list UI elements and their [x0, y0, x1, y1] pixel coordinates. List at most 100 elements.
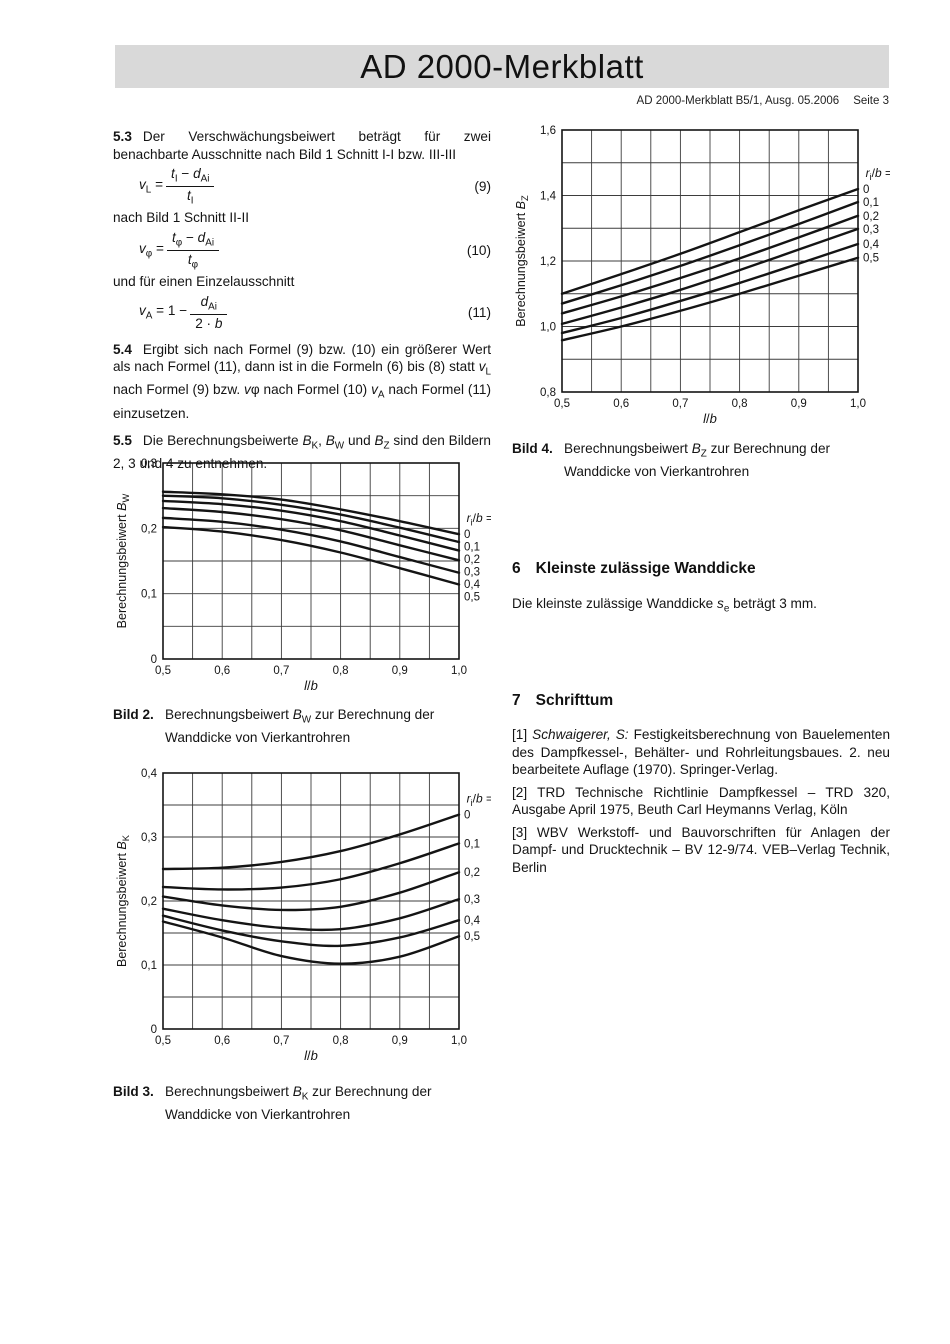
- series-curve-0,4: [161, 914, 461, 948]
- formula-10: vφ = tφ − dAi tφ (10): [139, 230, 491, 270]
- legend-title: ri/b =: [866, 166, 890, 182]
- caption-bild4: Bild 4. Berechnungsbeiwert BZ zur Berech…: [512, 440, 890, 481]
- x-tick-label: 0,5: [155, 1035, 171, 1047]
- series-label: 0,4: [464, 579, 481, 591]
- x-tick-label: 0,7: [273, 665, 289, 677]
- y-tick-label: 0: [151, 654, 157, 666]
- series-label: 0,1: [464, 542, 480, 554]
- figure-label: Bild 2.: [113, 707, 154, 722]
- paragraph-5-4-text: Ergibt sich nach Formel (9) bzw. (10) ei…: [113, 341, 491, 421]
- y-tick-label: 0,8: [540, 387, 556, 399]
- series-label: 0,3: [863, 224, 879, 236]
- bild4-svg: 00,1 0,20,3 0,4 0,5 ri/b = 0,5 0,6 0,7 0,8 0,9 1,0…: [514, 125, 892, 426]
- x-tick-label: 0,6: [214, 665, 230, 677]
- chart-bild4: 0 0,1 0,2 0,3 0,4 0,5 ri/b = 0,5 0,6 0,7 0,8 0,9 1,0…: [512, 122, 892, 433]
- x-tick-label: 0,9: [392, 665, 408, 677]
- bild3-svg: 0 0,1 0,2 0,3 0,4 0,5 ri/b = 0,5 0,6 0,7 0,8 0,9 1,0…: [115, 768, 493, 1063]
- right-column: 6 Kleinste zulässige Wanddicke Die kleins…: [512, 560, 890, 876]
- series-curve-0,1: [560, 200, 860, 305]
- x-tick-label: 0,9: [791, 398, 807, 410]
- y-tick-label: 0,2: [141, 896, 157, 908]
- x-tick-label: 1,0: [451, 1035, 467, 1047]
- series-curve-0,3: [161, 897, 461, 932]
- series-curve-0,2: [161, 871, 461, 912]
- formula-11: vA = 1 − dAi 2 · b (11): [139, 294, 491, 331]
- y-axis-title: Berechnungsbeiwert BZ: [514, 195, 530, 327]
- series-curve-0,3: [560, 227, 860, 326]
- section-6-body: Die kleinste zulässige Wanddicke se betr…: [512, 596, 817, 615]
- section-6-title: Kleinste zulässige Wanddicke: [535, 560, 756, 577]
- x-tick-label: 0,6: [214, 1035, 230, 1047]
- y-tick-label: 1,6: [540, 125, 556, 137]
- y-tick-label: 1,4: [540, 191, 557, 203]
- doc-reference: AD 2000-Merkblatt B5/1, Ausg. 05.2006: [636, 95, 840, 107]
- y-tick-label: 1,2: [540, 256, 556, 268]
- x-tick-label: 0,8: [732, 398, 748, 410]
- series-curve-0,1: [161, 842, 461, 891]
- paragraph-5-4: 5.4 Ergibt sich nach Formel (9) bzw. (10)…: [113, 341, 491, 422]
- section-number-5-4: 5.4: [113, 341, 132, 357]
- page-meta: AD 2000-Merkblatt B5/1, Ausg. 05.2006 Sei…: [113, 95, 889, 107]
- chart-bild3: 0 0,1 0,2 0,3 0,4 0,5 ri/b = 0,5 0,6 0,7 0,8 0,9 1,0…: [113, 765, 493, 1070]
- x-axis-title: l/b: [304, 1048, 318, 1063]
- section-6-number: 6: [512, 560, 521, 577]
- y-tick-label: 0,4: [141, 768, 158, 780]
- series-curve-0,5: [161, 525, 461, 586]
- section-number-5-5: 5.5: [113, 433, 132, 449]
- left-column: 5.3 Der Verschwächungsbeiwert beträgt für…: [113, 128, 491, 475]
- formula-fraction: tI − dAi tI: [166, 166, 215, 206]
- reference-1: [1] Schwaigerer, S: Festigkeitsberechnun…: [512, 727, 891, 778]
- text-einzelausschnitt: und für einen Einzelausschnitt: [113, 274, 295, 290]
- figure-label: Bild 4.: [512, 441, 553, 456]
- series-curve-0,5: [161, 920, 461, 965]
- paragraph-5-5: 5.5 Die Berechnungsbeiwerte BK, BW und BZ…: [113, 432, 491, 473]
- y-tick-label: 0: [151, 1024, 157, 1036]
- y-tick-label: 0,1: [141, 960, 157, 972]
- series-curve-0,3: [161, 506, 461, 562]
- figure-caption-text: Berechnungsbeiwert BW zur Berechnung der…: [165, 707, 435, 746]
- formula-lhs: vL =: [139, 176, 164, 196]
- series-label: 0,2: [863, 211, 879, 223]
- x-tick-label: 0,9: [392, 1035, 408, 1047]
- x-axis-title: l/b: [304, 678, 318, 693]
- formula-number: (10): [466, 242, 491, 258]
- series-curve-0: [161, 813, 461, 871]
- x-tick-label: 0,6: [613, 398, 629, 410]
- formula-fraction: tφ − dAi tφ: [166, 230, 220, 270]
- series-label: 0: [464, 529, 470, 541]
- paragraph-5-3-text: Der Verschwächungsbeiwert beträgt für zw…: [113, 129, 491, 162]
- series-curve-0,5: [560, 256, 860, 342]
- caption-bild3: Bild 3. Berechnungsbeiwert BK zur Berech…: [113, 1083, 491, 1124]
- legend-title: ri/b =: [467, 511, 491, 527]
- formula-lhs: vA = 1 −: [139, 302, 188, 322]
- section-7-number: 7: [512, 692, 521, 710]
- formula-9: vL = tI − dAi tI (9): [139, 166, 491, 206]
- page-title: AD 2000-Merkblatt: [360, 47, 644, 85]
- page-number: Seite 3: [853, 95, 889, 107]
- figure-caption-text: Berechnungsbeiwert BZ zur Berechnung der…: [564, 441, 831, 480]
- y-tick-label: 0,2: [141, 523, 157, 535]
- series-label: 0,1: [863, 197, 879, 209]
- y-axis-title: Berechnungsbeiwert BK: [115, 834, 131, 967]
- bild2-svg: 00,10,20,30,40,5ri/b =0,5 0,6 0,7 0,8 0,9 1,0…: [115, 458, 493, 693]
- x-axis-title: l/b: [703, 411, 717, 426]
- y-tick-label: 0,1: [141, 589, 157, 601]
- formula-number: (9): [474, 178, 491, 194]
- figure-caption-text: Berechnungsbeiwert BK zur Berechnung der…: [165, 1084, 432, 1123]
- series-label: 0: [464, 810, 470, 822]
- text-schnitt-ii: nach Bild 1 Schnitt II-II: [113, 210, 250, 226]
- plot-border: [561, 129, 859, 393]
- y-tick-label: 0,3: [141, 832, 157, 844]
- reference-3: [3] WBV Werkstoff- und Bauvorschriften f…: [512, 824, 890, 875]
- section-7-heading: 7 Schrifttum: [512, 692, 890, 710]
- x-tick-label: 0,5: [554, 398, 570, 410]
- series-curve-0: [560, 187, 860, 295]
- formula-lhs: vφ =: [139, 240, 164, 260]
- series-label: 0: [863, 184, 869, 196]
- paragraph-5-3: 5.3 Der Verschwächungsbeiwert beträgt für…: [113, 128, 491, 163]
- series-label: 0,2: [464, 867, 480, 879]
- caption-bild2: Bild 2. Berechnungsbeiwert BW zur Berech…: [113, 706, 491, 747]
- x-tick-label: 0,7: [672, 398, 688, 410]
- section-6-heading: 6 Kleinste zulässige Wanddicke: [512, 560, 890, 578]
- reference-2: [2] TRD Technische Richtlinie Dampfkesse…: [512, 784, 890, 818]
